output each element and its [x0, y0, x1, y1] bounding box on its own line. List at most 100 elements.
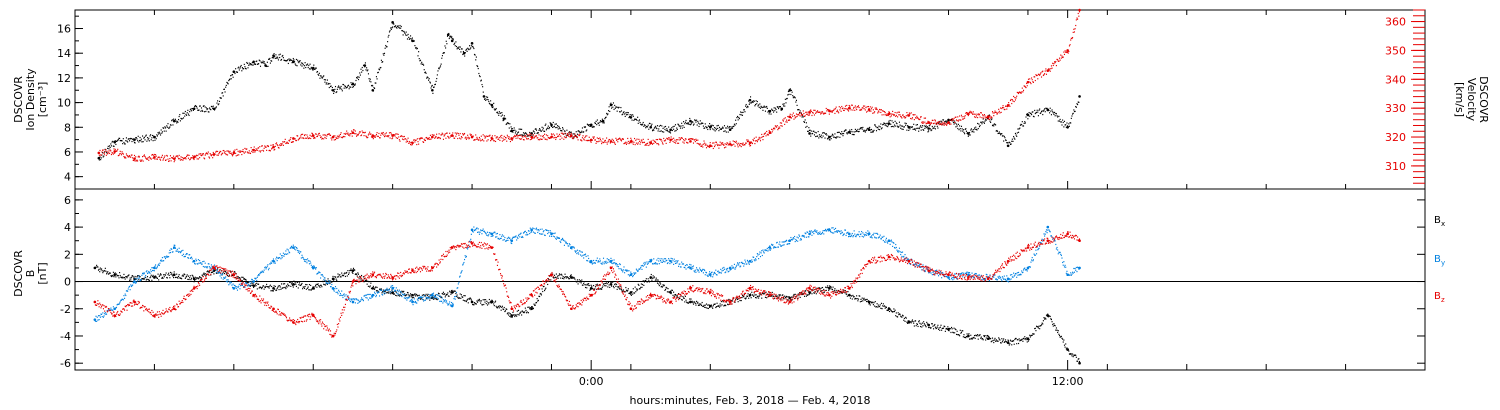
velocity-series-sample [952, 119, 954, 121]
bx-series-sample [785, 296, 787, 299]
density-series-sample [787, 94, 789, 96]
velocity-series-sample [370, 133, 372, 135]
density-series-sample [1021, 121, 1023, 123]
velocity-series-sample [688, 138, 690, 140]
bx-series-sample [567, 277, 569, 279]
velocity-series-sample [851, 104, 853, 106]
bx-series-sample [365, 280, 368, 282]
velocity-series-sample [1071, 37, 1073, 40]
velocity-series-point [153, 155, 156, 159]
velocity-series-sample [160, 156, 162, 159]
bx-series-sample [962, 336, 964, 338]
velocity-series-sample [828, 109, 830, 111]
velocity-series-sample [205, 152, 208, 154]
velocity-series-sample [647, 142, 649, 144]
bx-series-sample [499, 306, 502, 308]
velocity-series-sample [669, 140, 672, 142]
density-series-sample [962, 129, 964, 131]
density-series-sample [760, 105, 762, 107]
velocity-series-sample [496, 136, 498, 138]
density-series-sample [599, 120, 602, 122]
velocity-series-sample [334, 138, 337, 141]
velocity-series-sample [538, 134, 540, 136]
bx-series-sample [629, 292, 631, 294]
velocity-series-sample [1024, 86, 1026, 88]
density-series-sample [439, 65, 442, 67]
density-series-sample [950, 119, 952, 121]
bx-series-sample [449, 290, 451, 292]
bx-series-sample [776, 295, 778, 297]
density-series-sample [707, 125, 709, 127]
density-series-sample [134, 142, 136, 144]
velocity-series-sample [550, 133, 552, 135]
density-series-sample [512, 131, 514, 133]
density-series-sample [159, 132, 161, 134]
bx-series-sample [517, 309, 520, 312]
bx-series-sample [883, 305, 885, 307]
bx-series-sample [654, 280, 656, 282]
bx-series-sample [454, 290, 456, 292]
density-series-sample [774, 110, 776, 112]
velocity-series-sample [239, 150, 241, 152]
bx-series-sample [1001, 338, 1003, 340]
density-series-sample [894, 120, 896, 122]
density-series-sample [546, 127, 548, 130]
velocity-series-sample [344, 136, 346, 138]
velocity-series-sample [529, 138, 531, 141]
bx-series-sample [652, 275, 654, 277]
velocity-series-sample [334, 135, 336, 137]
density-series-sample [1037, 115, 1039, 117]
bx-series-sample [395, 294, 397, 296]
velocity-series-sample [589, 140, 592, 142]
density-series-sample [941, 124, 943, 126]
density-series-sample [406, 38, 409, 40]
bx-series-sample [1011, 344, 1013, 346]
density-series-sample [204, 111, 206, 113]
velocity-series-sample [648, 144, 650, 147]
density-series-sample [311, 69, 314, 71]
density-series-sample [900, 127, 902, 129]
bx-series-sample [846, 295, 848, 297]
density-series-sample [132, 138, 134, 140]
density-series-sample [231, 74, 233, 76]
density-series-sample [398, 26, 400, 28]
velocity-series-sample [868, 108, 870, 110]
velocity-series-sample [1075, 24, 1077, 27]
density-series-sample [258, 59, 260, 61]
density-series-sample [381, 61, 383, 63]
velocity-series-sample [450, 134, 452, 137]
density-series-sample [612, 106, 614, 108]
bx-series-sample [526, 312, 528, 314]
bx-series-sample [377, 291, 379, 293]
density-series-sample [795, 101, 797, 103]
density-series-sample [100, 159, 102, 161]
density-series-sample [880, 123, 882, 125]
velocity-series-sample [684, 138, 686, 140]
velocity-series-sample [999, 112, 1001, 114]
bx-series-sample [702, 305, 704, 308]
bx-series-sample [1022, 337, 1025, 339]
velocity-series-sample [498, 138, 500, 140]
velocity-series-sample [136, 159, 138, 161]
bx-series-sample [804, 290, 806, 292]
density-series-sample [973, 127, 976, 129]
velocity-series-sample [262, 150, 265, 152]
bx-series-sample [548, 275, 551, 277]
density-series-sample [977, 122, 979, 125]
bx-series-sample [862, 300, 864, 302]
density-series-sample [378, 69, 381, 71]
density-series-sample [197, 109, 199, 111]
bx-series-sample [598, 288, 600, 290]
density-series-sample [921, 125, 923, 127]
velocity-series-sample [517, 135, 520, 137]
velocity-series-sample [1040, 76, 1043, 78]
velocity-series-sample [1075, 19, 1077, 21]
velocity-series-sample [905, 116, 907, 118]
velocity-series-sample [751, 142, 753, 144]
bx-series-sample [1003, 338, 1005, 340]
velocity-series-sample [934, 120, 936, 122]
bx-series-sample [995, 340, 997, 342]
density-series-sample [263, 61, 265, 63]
velocity-series-sample [150, 158, 152, 160]
bx-series-sample [682, 295, 684, 298]
